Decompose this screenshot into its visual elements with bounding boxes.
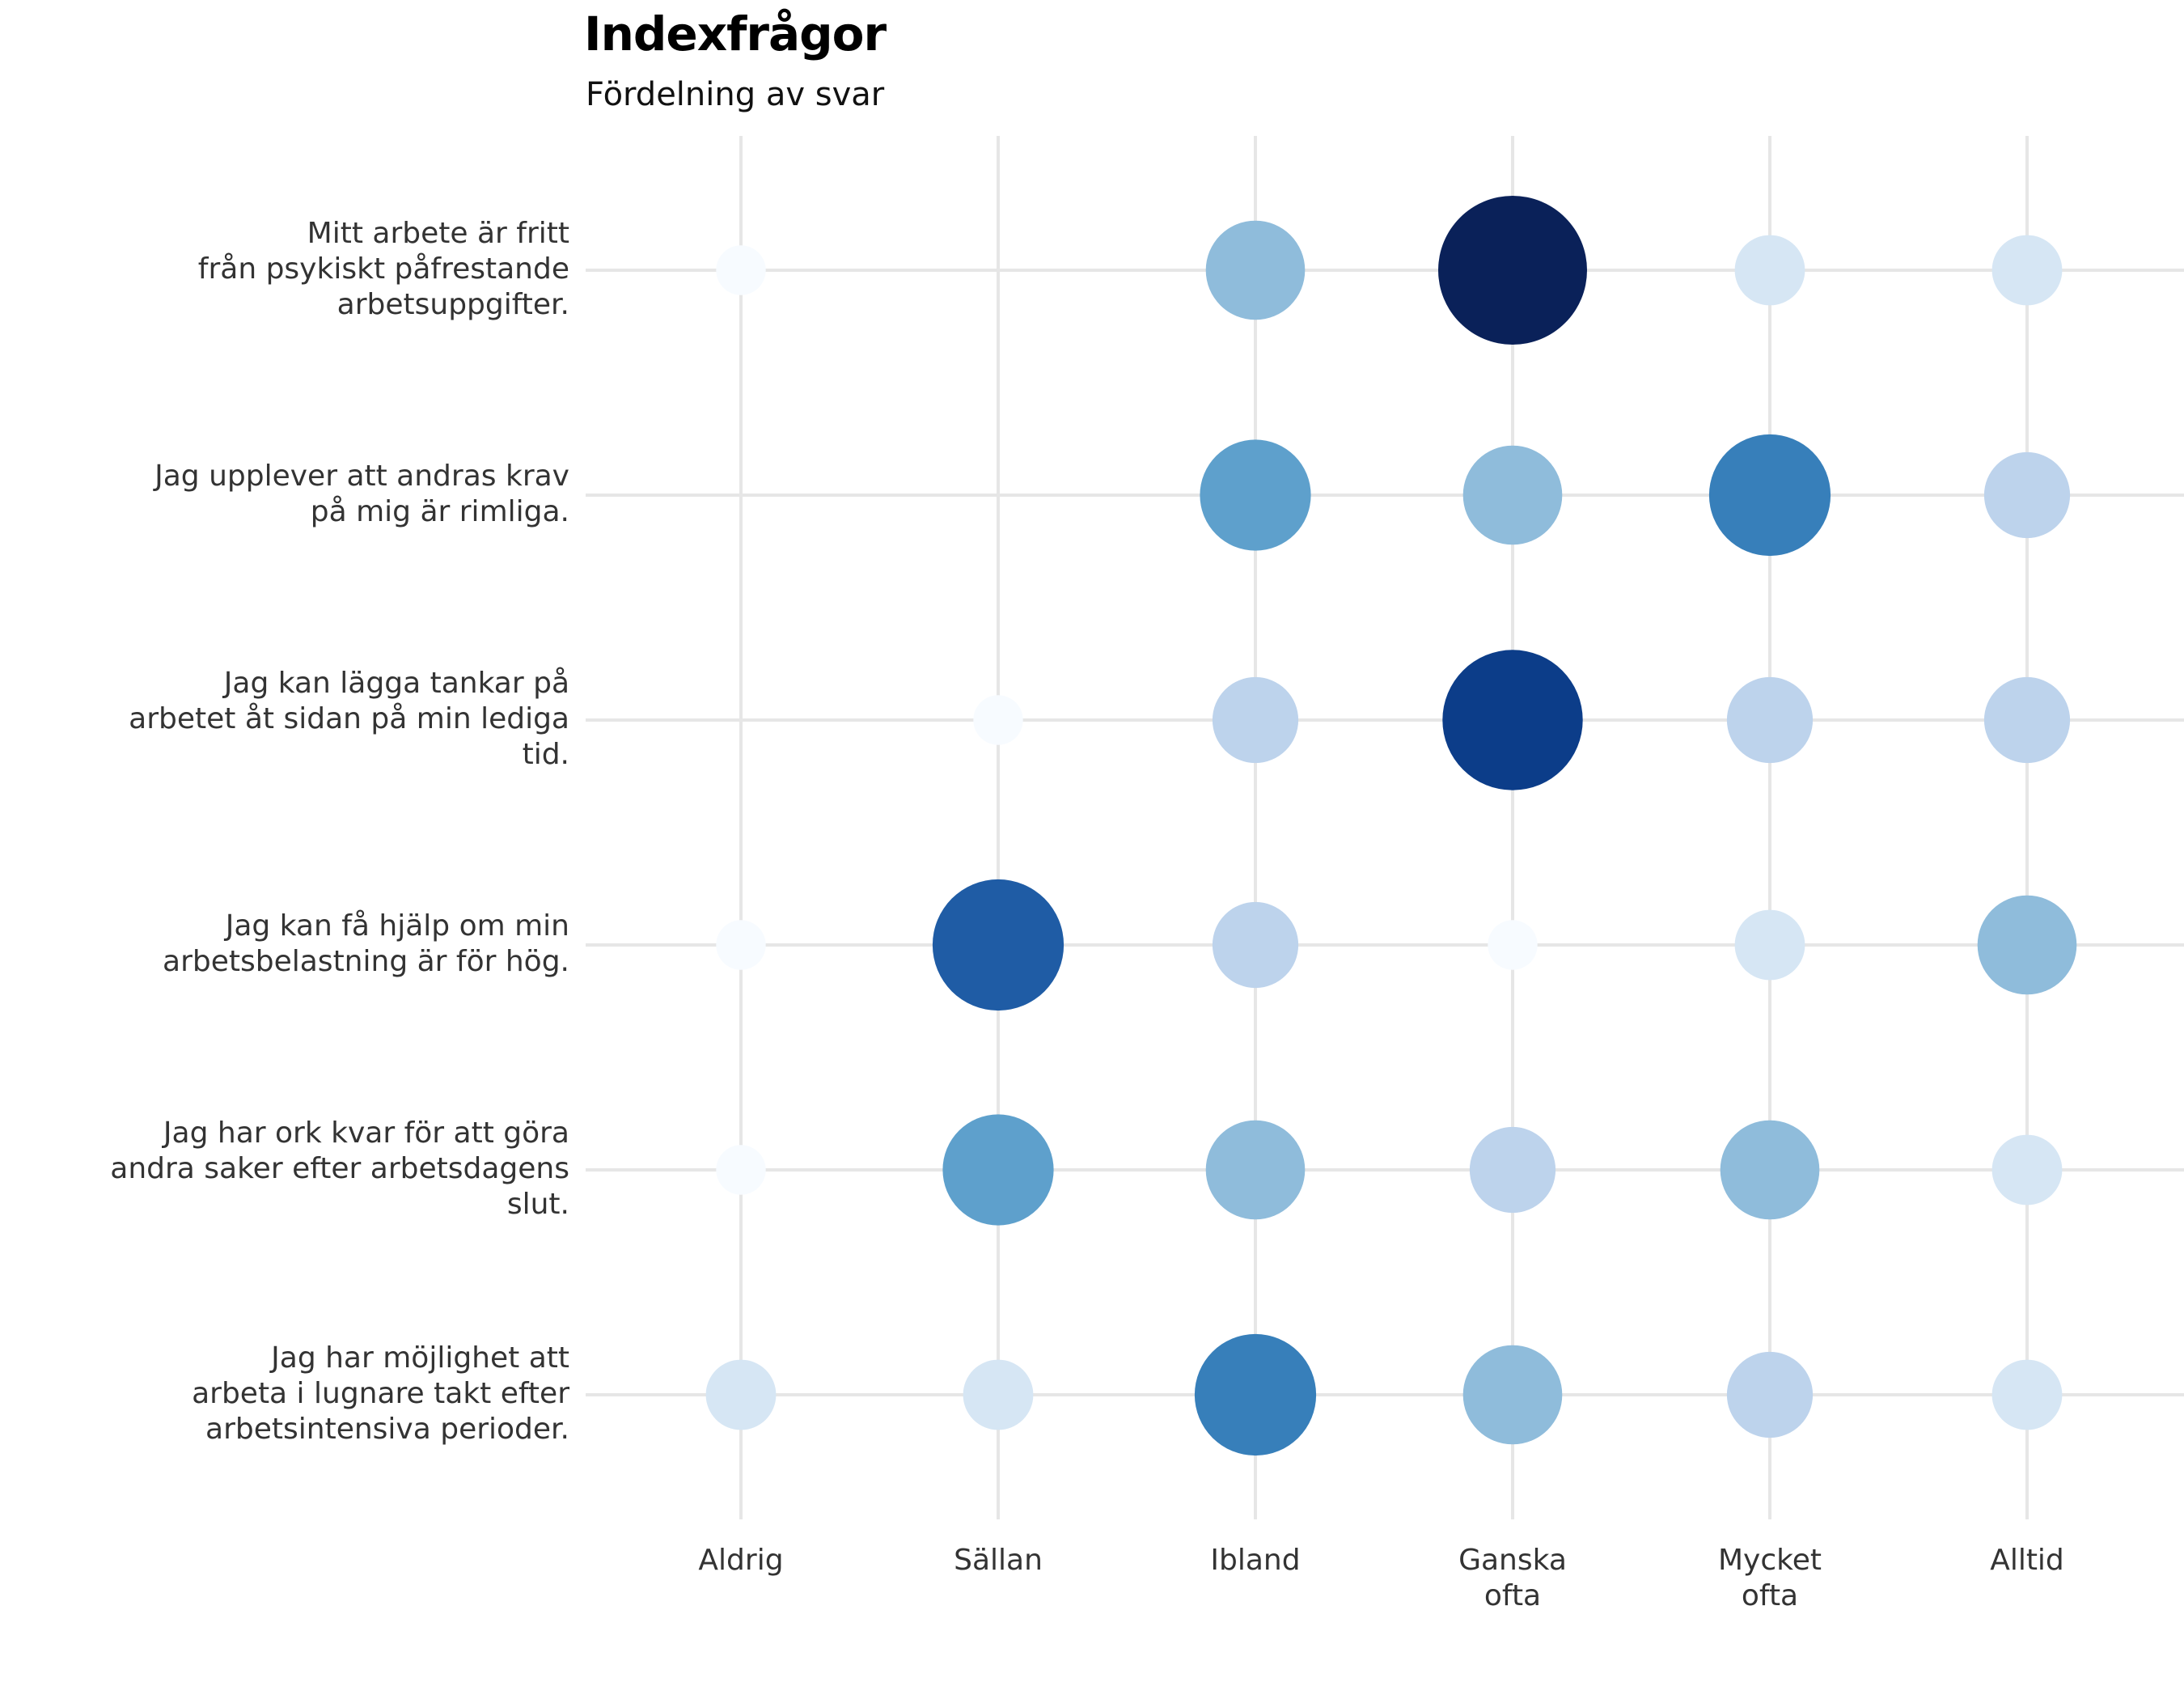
chart-subtitle: Fördelning av svar: [586, 76, 885, 113]
row-label-line: Jag kan få hjälp om min: [224, 909, 569, 943]
bubble-point: [1734, 909, 1805, 981]
column-label: Mycket ofta: [1718, 1544, 1822, 1612]
bubble-point: [716, 245, 766, 295]
row-label-line: arbetsbelastning är för hög.: [163, 945, 569, 978]
column-label-line: Sällan: [954, 1544, 1043, 1577]
bubble-point: [1726, 676, 1814, 764]
row-label-line: Mitt arbete är fritt: [307, 217, 569, 250]
row-label: Jag har möjlighet att arbeta i lugnare ta…: [192, 1341, 569, 1446]
row-label-line: arbetet åt sidan på min lediga: [129, 702, 569, 735]
column-label: Alltid: [1990, 1544, 2064, 1577]
bubble-point: [1983, 676, 2071, 764]
row-label: Jag kan lägga tankar på arbetet åt sidan …: [129, 667, 569, 771]
row-label: Jag kan få hjälp om min arbetsbelastning …: [163, 909, 569, 978]
bubble-point: [1708, 434, 1831, 557]
row-label-line: slut.: [507, 1188, 569, 1221]
bubble-point: [1462, 445, 1563, 545]
bubble-point: [1438, 196, 1587, 345]
bubble-point: [1205, 220, 1306, 320]
bubble-point: [1442, 650, 1583, 790]
bubble-point: [705, 1359, 777, 1430]
row-label-line: Jag har ork kvar för att göra: [162, 1116, 569, 1150]
gridlines: [586, 136, 2184, 1519]
bubble-point: [1205, 1120, 1306, 1220]
row-labels: Mitt arbete är fritt från psykiskt påfres…: [110, 217, 569, 1446]
bubble-point: [1720, 1120, 1820, 1220]
chart-title: Indexfrågor: [584, 6, 887, 61]
column-label-line: Ganska: [1458, 1544, 1567, 1577]
row-label-line: Jag kan lägga tankar på: [222, 667, 569, 700]
bubble-point: [716, 920, 766, 970]
bubble-point: [1726, 1351, 1814, 1438]
row-label-line: arbeta i lugnare takt efter: [192, 1377, 569, 1410]
column-label: Ibland: [1210, 1544, 1300, 1577]
bubble-point: [973, 695, 1023, 745]
bubble-point: [932, 879, 1064, 1011]
column-label: Sällan: [954, 1544, 1043, 1577]
bubble-point: [1977, 895, 2077, 995]
column-label-line: ofta: [1484, 1579, 1541, 1612]
bubble-point: [1212, 676, 1299, 764]
row-label-line: från psykiskt påfrestande: [198, 252, 569, 286]
bubbles: [705, 196, 2077, 1456]
bubble-point: [963, 1359, 1034, 1430]
bubble-point: [1212, 901, 1299, 989]
row-label-line: andra saker efter arbetsdagens: [110, 1152, 569, 1185]
bubble-point: [1462, 1345, 1563, 1445]
bubble-point: [1200, 439, 1311, 551]
row-label: Mitt arbete är fritt från psykiskt påfres…: [198, 217, 569, 321]
bubble-point: [716, 1145, 766, 1195]
bubble-point: [1488, 920, 1538, 970]
row-label-line: arbetsintensiva perioder.: [205, 1413, 569, 1446]
row-label-line: arbetsuppgifter.: [337, 288, 569, 321]
bubble-point: [1991, 1134, 2063, 1205]
bubble-point: [1991, 235, 2063, 306]
bubble-point: [1469, 1126, 1556, 1214]
row-label: Jag upplever att andras krav på mig är ri…: [153, 460, 569, 528]
column-label: Aldrig: [698, 1544, 783, 1577]
bubble-point: [1991, 1359, 2063, 1430]
column-label-line: ofta: [1742, 1579, 1798, 1612]
row-label-line: på mig är rimliga.: [311, 495, 569, 528]
row-label: Jag har ork kvar för att göra andra saker…: [110, 1116, 569, 1221]
row-label-line: Jag har möjlighet att: [269, 1341, 569, 1375]
column-label-line: Aldrig: [698, 1544, 783, 1577]
column-label-line: Mycket: [1718, 1544, 1822, 1577]
bubble-point: [1983, 451, 2071, 539]
bubble-point: [1194, 1333, 1317, 1456]
column-label-line: Alltid: [1990, 1544, 2064, 1577]
column-label: Ganska ofta: [1458, 1544, 1567, 1612]
row-label-line: tid.: [523, 738, 569, 771]
bubble-point: [942, 1114, 1054, 1226]
bubble-point: [1734, 235, 1805, 306]
row-label-line: Jag upplever att andras krav: [153, 460, 569, 493]
column-label-line: Ibland: [1210, 1544, 1300, 1577]
